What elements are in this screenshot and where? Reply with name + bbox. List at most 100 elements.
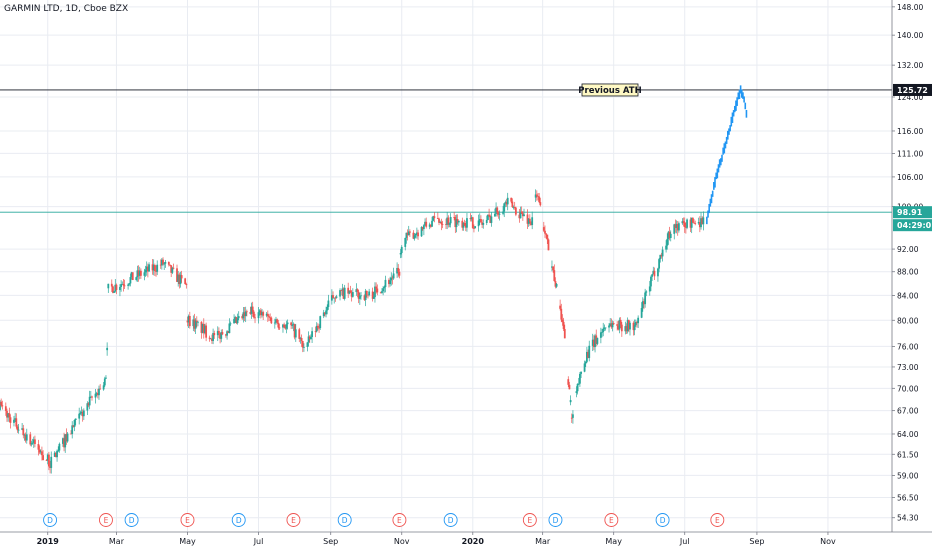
candle-body (342, 288, 345, 299)
candle-body (617, 325, 620, 330)
candle-body (119, 286, 121, 290)
candle-body (666, 238, 669, 246)
event-marker-letter: E (609, 516, 614, 525)
candle-body (113, 291, 116, 293)
y-tick-label: 88.00 (897, 268, 919, 277)
candle-body (105, 377, 107, 379)
candle-body (349, 290, 352, 293)
dividend-event-marker: D (43, 513, 58, 527)
candle-body (384, 279, 387, 288)
candle-body (46, 454, 49, 461)
candle-body (184, 278, 187, 285)
candle-body (547, 239, 550, 251)
candle-body (300, 337, 303, 342)
candle-body (636, 322, 638, 324)
candle-body (120, 284, 123, 287)
candle-body (447, 217, 450, 225)
candle-body (601, 332, 603, 333)
candle-body (531, 217, 534, 226)
candle-body (489, 215, 492, 223)
candle-body (702, 217, 705, 225)
candle-body (511, 201, 514, 208)
candle-body (560, 308, 563, 320)
candle-body (513, 207, 516, 208)
candle-body (569, 400, 572, 403)
candle-body (645, 291, 648, 293)
candle-body (73, 420, 76, 427)
candle-body (619, 319, 622, 325)
candle-body (657, 268, 659, 277)
candle-body (152, 265, 155, 271)
candle-body (106, 347, 109, 351)
candle-body (674, 224, 677, 228)
candle-body (579, 373, 581, 384)
candle-body (611, 323, 614, 328)
candle-body (322, 312, 325, 317)
candle-body (343, 287, 346, 299)
candle-body (293, 324, 296, 338)
candle-body (576, 383, 579, 392)
y-tick-label: 54.30 (897, 514, 919, 523)
candle-body (13, 419, 15, 423)
candle-body (258, 310, 261, 313)
candle-body (332, 295, 334, 299)
candle-body (612, 323, 615, 325)
candle-body (414, 233, 417, 236)
candle-body (128, 283, 131, 285)
candle-body (160, 259, 163, 266)
candle-body (201, 323, 204, 333)
candle-body (398, 271, 401, 276)
y-tick-label: 67.00 (897, 407, 919, 416)
y-tick-label: 84.00 (897, 291, 919, 300)
candle-body (603, 327, 606, 329)
candle-body (301, 341, 304, 348)
y-tick-label: 132.00 (897, 61, 923, 70)
candle-body (368, 291, 371, 296)
candle-body (519, 211, 522, 219)
candle-body (276, 319, 279, 323)
candle-body (358, 295, 361, 299)
candle-body (187, 315, 190, 323)
candle-body (123, 285, 126, 287)
candle-body (477, 220, 480, 227)
earnings-event-marker: E (286, 513, 301, 527)
candle-body (233, 319, 235, 324)
candle-body (651, 274, 654, 277)
x-tick-label: Jul (253, 537, 264, 546)
y-tick-label: 140.00 (897, 31, 923, 40)
candle-body (225, 334, 227, 336)
x-tick-label: 2020 (462, 537, 485, 546)
previous-ath-annotation[interactable]: Previous ATH (578, 83, 642, 97)
candle-body (135, 277, 138, 281)
candle-body (78, 413, 81, 419)
candle-body (146, 266, 149, 272)
candle-body (188, 315, 191, 327)
candle-body (691, 217, 694, 223)
candle-body (568, 384, 571, 390)
candle-body (673, 224, 676, 234)
candle-body (561, 319, 564, 322)
dividend-event-marker: D (337, 513, 352, 527)
x-tick-label: Sep (749, 537, 764, 546)
candle-body (252, 311, 255, 318)
candle-body (229, 323, 232, 325)
candle-body (469, 218, 472, 220)
event-marker-letter: E (527, 516, 532, 525)
candle-body (159, 264, 162, 266)
candle-body (186, 320, 189, 323)
candle-body (436, 218, 439, 219)
y-tick-label: 92.00 (897, 245, 919, 254)
candle-body (178, 274, 181, 285)
candle-body (554, 281, 557, 287)
candle-body (0, 401, 3, 406)
candle-body (151, 264, 154, 271)
candle-body (470, 217, 473, 220)
candle-body (602, 328, 605, 333)
candle-body (163, 263, 166, 265)
y-tick-label: 106.00 (897, 173, 923, 182)
projection-series (706, 85, 748, 225)
candle-body (683, 222, 686, 227)
candle-body (363, 295, 366, 300)
candle-body (197, 321, 199, 323)
